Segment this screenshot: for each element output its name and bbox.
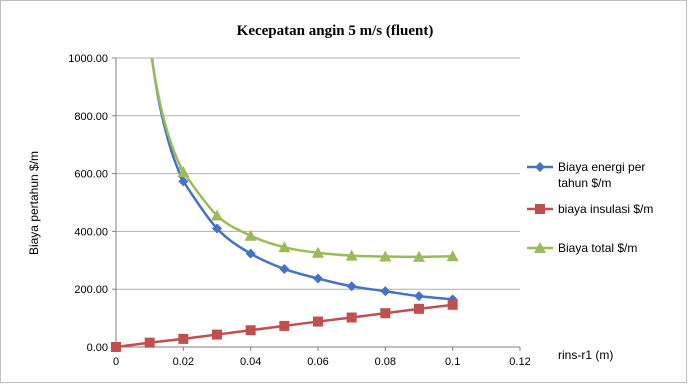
- data-point: [279, 320, 290, 331]
- data-point: [346, 281, 357, 292]
- data-point: [414, 303, 424, 314]
- data-point: [244, 229, 257, 241]
- data-point: [278, 241, 291, 253]
- legend-label: biaya insulasi $/m: [558, 202, 653, 216]
- data-point: [345, 249, 358, 261]
- series-line: [150, 57, 453, 259]
- x-tick-label: 0.12: [509, 356, 530, 368]
- data-point: [346, 312, 357, 323]
- data-point: [144, 337, 155, 348]
- legend-item-energy: Biaya energi per tahun $/m: [527, 160, 645, 190]
- legend-item-total: Biaya total $/m: [527, 241, 637, 255]
- y-tick-label: 800.00: [74, 111, 108, 123]
- x-tick-label: 0: [113, 356, 119, 368]
- plot-series: [111, 57, 459, 352]
- data-point: [414, 291, 424, 302]
- data-point: [178, 176, 189, 187]
- axes: 0.00 200.00 400.00 600.00 800.00 1000.00 0 0.02…: [68, 53, 530, 368]
- y-tick-label: 0.00: [87, 342, 108, 354]
- y-tick-label: 400.00: [74, 226, 108, 238]
- series-insulation: [111, 299, 458, 352]
- data-point: [447, 299, 458, 310]
- legend-item-insulation: biaya insulasi $/m: [527, 202, 653, 216]
- data-point: [446, 250, 459, 262]
- data-point: [380, 308, 391, 319]
- data-point: [245, 248, 256, 259]
- legend-label: tahun $/m: [558, 176, 611, 190]
- legend-marker: [535, 204, 545, 214]
- x-tick-label: 0.08: [375, 356, 396, 368]
- data-point: [177, 166, 190, 178]
- data-point: [279, 263, 290, 274]
- legend-label: Biaya energi per: [558, 160, 645, 174]
- data-point: [211, 209, 223, 221]
- data-point: [313, 273, 323, 284]
- series-total: [150, 57, 459, 262]
- data-point: [212, 329, 222, 340]
- data-point: [111, 342, 121, 352]
- x-tick-label: 0.1: [445, 356, 460, 368]
- data-point: [245, 325, 256, 336]
- data-point: [313, 316, 323, 327]
- y-tick-label: 200.00: [74, 284, 108, 296]
- data-point: [379, 250, 392, 262]
- x-tick-label: 0.04: [240, 356, 261, 368]
- chart-title: Kecepatan angin 5 m/s (fluent): [237, 23, 434, 39]
- x-axis-label: rins-r1 (m): [558, 348, 613, 362]
- legend-marker: [535, 162, 545, 172]
- x-tick-label: 0.06: [307, 356, 328, 368]
- legend-marker: [534, 242, 546, 253]
- data-point: [312, 246, 324, 258]
- y-tick-label: 600.00: [74, 169, 108, 181]
- data-point: [380, 286, 391, 297]
- y-tick-label: 1000.00: [68, 53, 108, 65]
- x-tick-label: 0.02: [173, 356, 194, 368]
- legend: Biaya energi per tahun $/m biaya insulasi …: [527, 160, 653, 255]
- y-axis-label: Biaya pertahun $/m: [27, 151, 41, 255]
- data-point: [413, 250, 425, 262]
- legend-label: Biaya total $/m: [558, 241, 637, 255]
- data-point: [212, 223, 222, 234]
- data-point: [178, 333, 189, 344]
